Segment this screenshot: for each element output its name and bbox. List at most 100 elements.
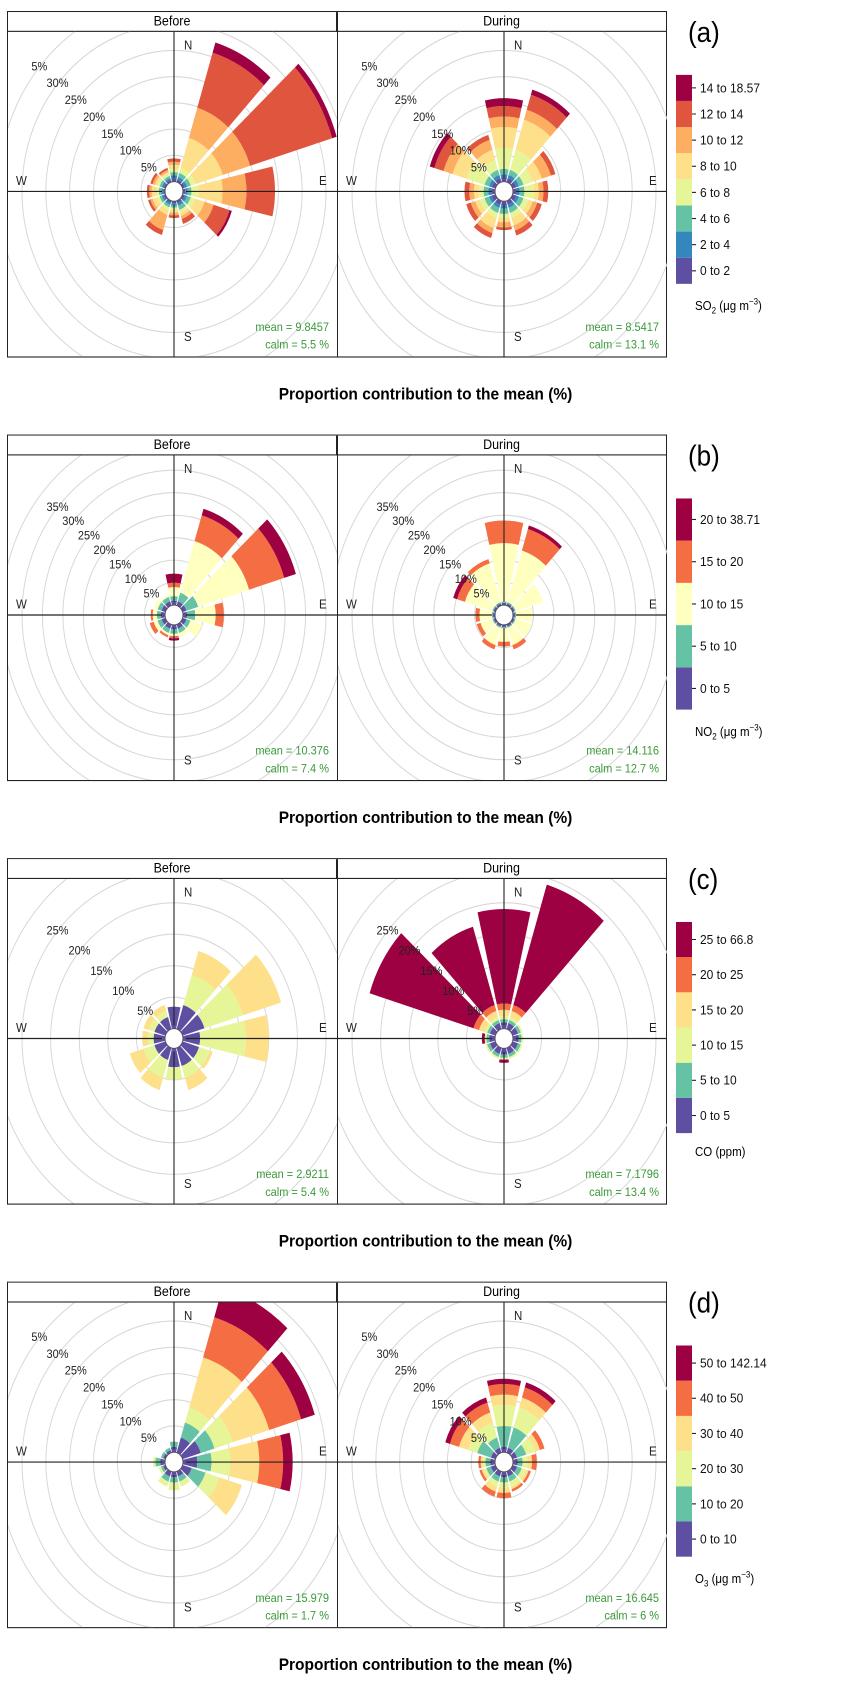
wedge-120deg-0 xyxy=(180,1464,192,1476)
calm-annotation: calm = 6 % xyxy=(604,1610,659,1623)
wedge-330deg-2 xyxy=(156,1011,169,1023)
legend-swatch xyxy=(676,921,692,958)
wedge-240deg-4 xyxy=(475,199,486,214)
legend-swatch xyxy=(676,1062,692,1098)
wedge-120deg-2 xyxy=(193,1046,210,1067)
wedge-210deg-4 xyxy=(480,211,497,228)
wedge-330deg-0 xyxy=(166,179,172,185)
wedge-210deg-0 xyxy=(496,622,502,627)
wedge-240deg-0 xyxy=(163,1464,168,1471)
wedge-60deg-1 xyxy=(182,181,188,188)
wedge-210deg-1 xyxy=(493,201,501,208)
legend-label: 2 to 4 xyxy=(700,238,730,253)
ring-label: 5% xyxy=(471,162,487,175)
wedge-180deg-0 xyxy=(171,624,177,630)
wedge-330deg-5 xyxy=(431,926,495,1013)
legend-label: 4 to 6 xyxy=(700,211,730,226)
wedge-30deg-0 xyxy=(506,603,512,608)
wedge-150deg-2 xyxy=(509,1476,520,1487)
wedge-240deg-0 xyxy=(489,1041,498,1050)
wedge-270deg-0 xyxy=(490,1458,496,1466)
direction-label-n: N xyxy=(184,462,192,477)
ring-label: 20% xyxy=(413,1382,435,1395)
ring-label: 15% xyxy=(101,1399,123,1412)
wedge-330deg-5 xyxy=(470,139,493,160)
wedge-60deg-1 xyxy=(512,605,516,612)
ring-label: 10% xyxy=(455,574,477,587)
wedge-330deg-2 xyxy=(490,169,500,179)
wedge-300deg-0 xyxy=(493,606,498,613)
legend-label: 0 to 2 xyxy=(700,264,730,279)
wedge-60deg-4 xyxy=(190,153,223,185)
legend-swatch xyxy=(676,179,692,206)
ring-label: 15% xyxy=(109,559,131,572)
wedge-240deg-2 xyxy=(158,1466,164,1475)
wedge-210deg-1 xyxy=(162,625,171,634)
ring-label: 20% xyxy=(413,112,435,125)
legend-label: 10 to 15 xyxy=(700,597,743,612)
unit-close: ) xyxy=(750,1572,755,1587)
legend-swatch xyxy=(676,540,692,583)
wedge-210deg-1 xyxy=(161,1473,170,1482)
mean-annotation: mean = 14.116 xyxy=(586,745,659,758)
wedge-240deg-1 xyxy=(489,195,495,204)
calm-circle xyxy=(164,1028,184,1049)
wedge-30deg-2 xyxy=(183,974,216,1013)
wedge-300deg-0 xyxy=(163,1453,168,1460)
direction-label-w: W xyxy=(16,597,27,612)
ring-label: 5% xyxy=(141,162,157,175)
wedge-150deg-2 xyxy=(178,202,186,210)
wedge-120deg-3 xyxy=(518,197,529,211)
wedge-240deg-2 xyxy=(483,1468,491,1478)
legend-label: 30 to 40 xyxy=(700,1426,743,1441)
wedge-330deg-4 xyxy=(482,1004,497,1018)
legend-label: 14 to 18.57 xyxy=(700,81,760,96)
wedge-60deg-5 xyxy=(271,1351,315,1420)
wedge-300deg-1 xyxy=(489,179,495,188)
unit-base: O xyxy=(695,1572,704,1587)
wedge-150deg-2 xyxy=(181,1059,200,1079)
wedge-180deg-0 xyxy=(500,1471,508,1478)
wedge-30deg-3 xyxy=(521,528,560,566)
legend-swatch xyxy=(676,992,692,1028)
ring-label: 10% xyxy=(450,1416,472,1429)
facet-strip-before: Before xyxy=(8,859,337,880)
legend-swatch xyxy=(676,100,692,128)
wedge-300deg-5 xyxy=(443,143,465,175)
wedge-30deg-7 xyxy=(530,89,570,118)
calm-annotation: calm = 13.4 % xyxy=(589,1186,659,1199)
wedge-150deg-1 xyxy=(507,201,515,208)
wedge-60deg-0 xyxy=(510,1027,519,1036)
facet-divider xyxy=(337,859,338,1204)
ring-label: 20% xyxy=(94,545,116,558)
ring-label: 25% xyxy=(65,95,87,108)
wedge-30deg-3 xyxy=(189,1357,242,1421)
direction-label-s: S xyxy=(184,1177,192,1192)
unit-rest: (μg m xyxy=(716,300,749,314)
wedge-30deg-5 xyxy=(188,107,229,151)
ring-label: 25% xyxy=(395,1365,417,1378)
ring-label: 10% xyxy=(120,1416,142,1429)
direction-label-e: E xyxy=(319,1444,327,1459)
ring-label: 20% xyxy=(83,112,105,125)
ring-label: 30% xyxy=(47,1348,69,1361)
wedge-60deg-2 xyxy=(192,556,250,607)
legend-swatch xyxy=(676,205,692,232)
wedge-150deg-4 xyxy=(511,211,527,226)
wedge-330deg-3 xyxy=(467,559,490,576)
ring-label: 25% xyxy=(78,530,100,543)
wedge-330deg-3 xyxy=(483,159,499,175)
unit-sup: −3 xyxy=(748,297,759,307)
wedge-60deg-2 xyxy=(521,1437,536,1455)
mean-annotation: mean = 2.9211 xyxy=(256,1169,329,1182)
direction-label-s: S xyxy=(184,330,192,345)
wedge-240deg-1 xyxy=(157,619,165,628)
legend-swatch xyxy=(676,1486,692,1522)
wedge-60deg-4 xyxy=(258,519,296,578)
wedge-150deg-5 xyxy=(513,217,530,231)
wedge-210deg-4 xyxy=(481,1484,496,1497)
